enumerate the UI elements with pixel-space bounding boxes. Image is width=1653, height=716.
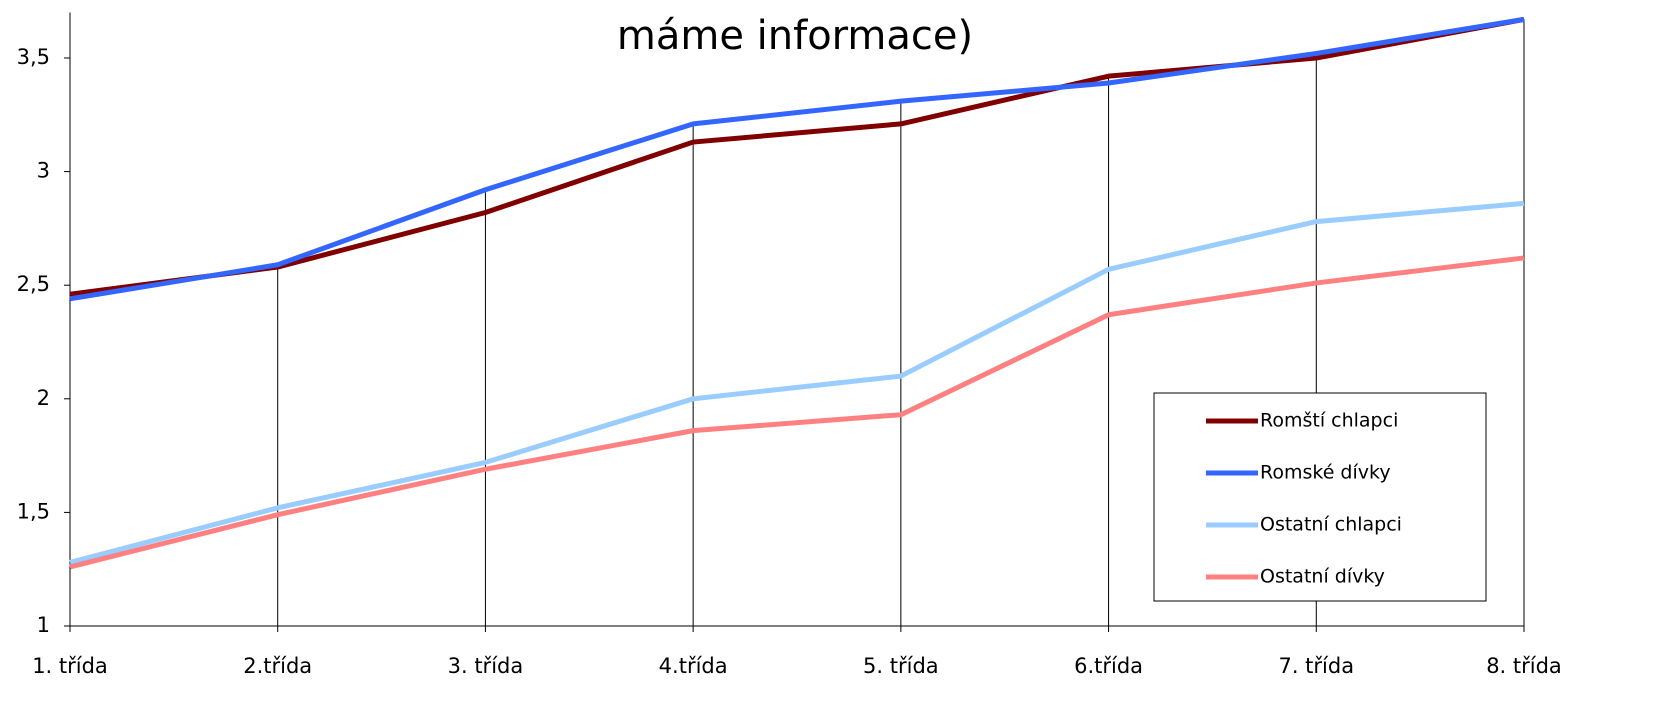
- chart-title: máme informace): [617, 13, 973, 59]
- series-line: [69, 16, 1525, 302]
- y-tick-label: 3: [37, 159, 50, 183]
- y-tick-label: 1: [37, 613, 50, 637]
- x-tick-label: 4.třída: [659, 654, 728, 678]
- legend-label: Romští chlapci: [1260, 410, 1398, 432]
- x-tick-label: 8. třída: [1486, 654, 1562, 678]
- y-tick-label: 2,5: [17, 272, 50, 296]
- x-tick-label: 6.třída: [1074, 654, 1143, 678]
- x-tick-label: 1. třída: [32, 654, 108, 678]
- series-line: [69, 16, 1525, 297]
- y-tick-label: 2: [37, 386, 50, 410]
- series-line: [69, 200, 1525, 565]
- legend-label: Romské dívky: [1260, 462, 1391, 484]
- x-tick-label: 3. třída: [448, 654, 524, 678]
- x-tick-label: 7. třída: [1278, 654, 1354, 678]
- legend-label: Ostatní chlapci: [1260, 514, 1402, 536]
- legend-label: Ostatní dívky: [1260, 566, 1385, 588]
- x-tick-label: 5. třída: [863, 654, 939, 678]
- series-line: [69, 255, 1525, 570]
- y-tick-label: 3,5: [17, 45, 50, 69]
- y-tick-label: 1,5: [17, 499, 50, 523]
- x-tick-label: 2.třída: [243, 654, 312, 678]
- legend-box: [1153, 392, 1487, 602]
